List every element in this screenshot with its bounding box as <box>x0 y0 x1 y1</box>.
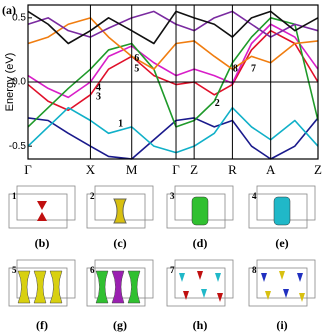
bz-box-front <box>248 193 308 229</box>
panel-number: 8 <box>252 265 257 275</box>
fermi-surface <box>179 273 185 282</box>
annotation: 8 <box>233 63 238 74</box>
fermi-surface <box>273 196 291 226</box>
band-line <box>27 10 319 45</box>
fermi-surface <box>37 201 47 221</box>
annotation: 6 <box>134 53 139 64</box>
y-axis-label: Energy (eV) <box>4 53 16 112</box>
panel-number: 1 <box>12 191 17 201</box>
panel-label: (d) <box>193 236 208 250</box>
bz-box-back <box>94 259 154 299</box>
fermi-surface <box>49 270 63 304</box>
bz-box-front <box>166 193 226 229</box>
fermi-surface <box>297 273 303 282</box>
fermi-surface <box>33 270 47 304</box>
x-tick-label: M <box>126 162 138 177</box>
fermi-surface <box>113 198 127 224</box>
band-line <box>27 117 319 160</box>
panel-label: (i) <box>276 318 287 332</box>
fermi-surface <box>197 271 203 280</box>
band-line <box>27 29 319 112</box>
fermi-surface <box>299 293 305 302</box>
panel-number: 6 <box>90 265 95 275</box>
fermi-surface <box>127 270 141 304</box>
fermi-surface <box>261 273 267 282</box>
fermi-surface <box>283 289 289 298</box>
fermi-surface <box>95 270 109 304</box>
annotation: 1 <box>118 119 123 130</box>
bz-box-front <box>8 267 68 307</box>
x-tick-label: Γ <box>24 162 32 177</box>
panel-label: (f) <box>36 318 48 332</box>
bz-box-front <box>8 193 68 229</box>
annotation: 3 <box>96 92 101 103</box>
panel-number: 5 <box>12 265 17 275</box>
annotation: 7 <box>251 63 256 74</box>
plot-frame <box>27 4 319 160</box>
y-tick-label: -0.5 <box>9 141 27 152</box>
panel-label: (h) <box>193 318 208 332</box>
y-tick-label: 0.5 <box>12 12 26 23</box>
x-tick-label: Z <box>314 162 322 177</box>
fermi-surface <box>265 291 271 300</box>
fermi-surface <box>111 270 125 304</box>
bz-box-front <box>248 267 308 307</box>
fermi-surface <box>183 291 189 300</box>
bz-box-back <box>16 259 76 299</box>
y-tick-label: 0.0 <box>12 77 26 88</box>
bz-box-front <box>86 267 146 307</box>
x-tick-label: A <box>266 162 276 177</box>
bz-box-front <box>166 267 226 307</box>
fermi-surface <box>279 271 285 280</box>
fermi-surface <box>201 289 207 298</box>
fermi-surface <box>215 273 221 282</box>
fermi-surface <box>191 196 209 226</box>
bz-box-back <box>16 185 76 221</box>
panel-number: 4 <box>252 191 257 201</box>
panel-label: (e) <box>275 236 288 250</box>
band-line <box>27 106 319 154</box>
fermi-surface <box>217 293 223 302</box>
annotation: 2 <box>215 98 220 109</box>
panel-number: 3 <box>170 191 175 201</box>
annotation: 5 <box>134 63 139 74</box>
x-tick-label: X <box>86 162 96 177</box>
x-tick-label: Z <box>190 162 198 177</box>
x-tick-label: R <box>228 162 237 177</box>
annotation: 4 <box>96 83 101 94</box>
fermi-surface <box>17 270 31 304</box>
panel-label: (c) <box>113 236 126 250</box>
bz-box-front <box>86 193 146 229</box>
panel-label: (a) <box>2 3 16 17</box>
panel-label: (b) <box>35 236 50 250</box>
panel-number: 7 <box>170 265 175 275</box>
panel-number: 2 <box>90 191 95 201</box>
x-tick-label: Γ <box>172 162 180 177</box>
panel-label: (g) <box>113 318 127 332</box>
